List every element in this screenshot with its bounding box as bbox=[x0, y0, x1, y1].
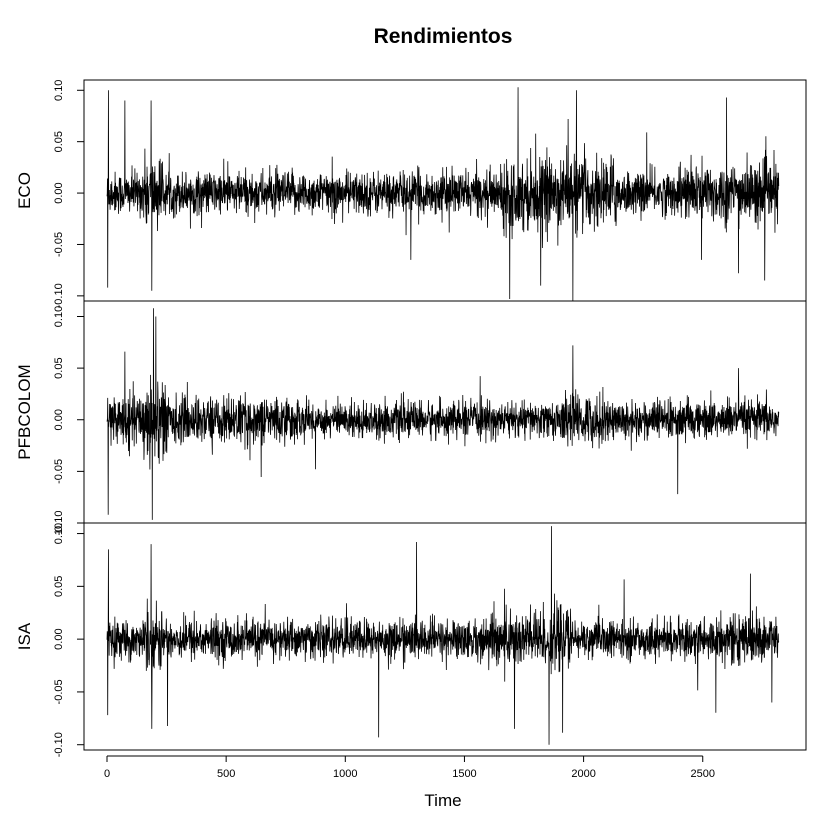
x-axis: 0 500 1000 1500 2000 2500 bbox=[104, 755, 715, 780]
series-line-eco bbox=[106, 87, 780, 302]
panels: -0.10 -0.05 0.00 0.05 0.10 ECO -0.10 -0.05 0.00 0… bbox=[15, 79, 807, 757]
y-tick-label: 0.05 bbox=[53, 131, 65, 152]
x-axis-label: Time bbox=[424, 791, 461, 810]
series-line-isa bbox=[106, 526, 780, 745]
y-tick-label: 0.10 bbox=[53, 523, 65, 544]
series-name-isa: ISA bbox=[15, 622, 34, 650]
y-tick-label: 0.00 bbox=[53, 409, 65, 430]
y-tick-label: -0.05 bbox=[53, 459, 65, 484]
y-tick-label: 0.00 bbox=[53, 628, 65, 649]
y-tick-label: 0.05 bbox=[53, 576, 65, 597]
y-tick-label: -0.10 bbox=[53, 283, 65, 308]
x-tick-label: 1000 bbox=[333, 768, 357, 780]
x-tick-label: 500 bbox=[217, 768, 235, 780]
y-tick-label: 0.00 bbox=[53, 182, 65, 203]
x-tick-label: 1500 bbox=[452, 768, 476, 780]
x-tick-label: 2500 bbox=[691, 768, 715, 780]
series-line-pfbcolom bbox=[106, 308, 780, 520]
y-tick-label: 0.10 bbox=[53, 80, 65, 101]
chart-title: Rendimientos bbox=[374, 25, 513, 48]
panel-isa: -0.10 -0.05 0.00 0.05 0.10 ISA bbox=[15, 522, 807, 757]
series-name-eco: ECO bbox=[15, 172, 34, 209]
x-tick-label: 2000 bbox=[571, 768, 595, 780]
y-tick-label: 0.10 bbox=[53, 306, 65, 327]
y-tick-label: -0.05 bbox=[53, 679, 65, 704]
panel-frame bbox=[83, 522, 807, 751]
series-name-pfbcolom: PFBCOLOM bbox=[15, 364, 34, 459]
y-tick-label: -0.10 bbox=[53, 510, 65, 535]
x-tick-label: 0 bbox=[104, 768, 110, 780]
y-tick-label: -0.05 bbox=[53, 232, 65, 257]
panel-eco: -0.10 -0.05 0.00 0.05 0.10 ECO bbox=[15, 79, 807, 308]
panel-pfbcolom: -0.10 -0.05 0.00 0.05 0.10 PFBCOLOM bbox=[15, 300, 807, 536]
y-tick-label: -0.10 bbox=[53, 732, 65, 757]
y-tick-label: 0.05 bbox=[53, 357, 65, 378]
